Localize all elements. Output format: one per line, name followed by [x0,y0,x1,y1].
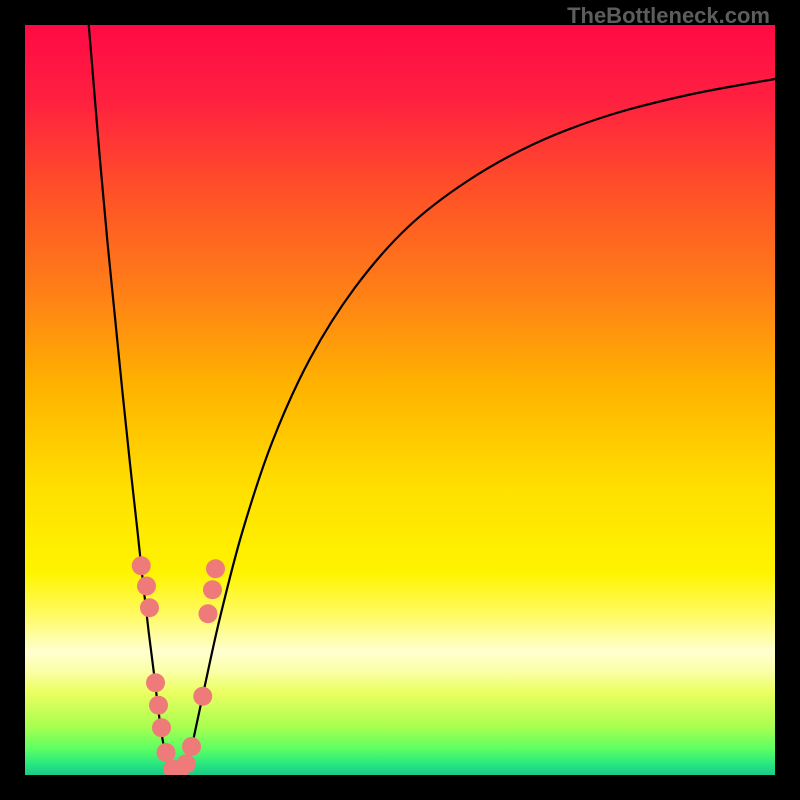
plot-svg [25,25,775,775]
data-point-marker [149,696,168,715]
data-point-marker [203,580,222,599]
figure-root: TheBottleneck.com [0,0,800,800]
data-point-marker [132,556,151,575]
data-point-marker [182,737,201,756]
frame-border-right [775,0,800,800]
data-point-marker [199,604,218,623]
data-point-marker [152,718,171,737]
data-point-marker [137,577,156,596]
frame-border-left [0,0,25,800]
data-point-marker [206,559,225,578]
watermark-label: TheBottleneck.com [567,3,770,29]
data-point-marker [146,673,165,692]
data-point-marker [157,743,176,762]
frame-border-bottom [0,775,800,800]
background-rect [25,25,775,775]
data-point-marker [140,598,159,617]
data-point-marker [177,754,196,773]
data-point-marker [193,687,212,706]
plot-area [25,25,775,775]
